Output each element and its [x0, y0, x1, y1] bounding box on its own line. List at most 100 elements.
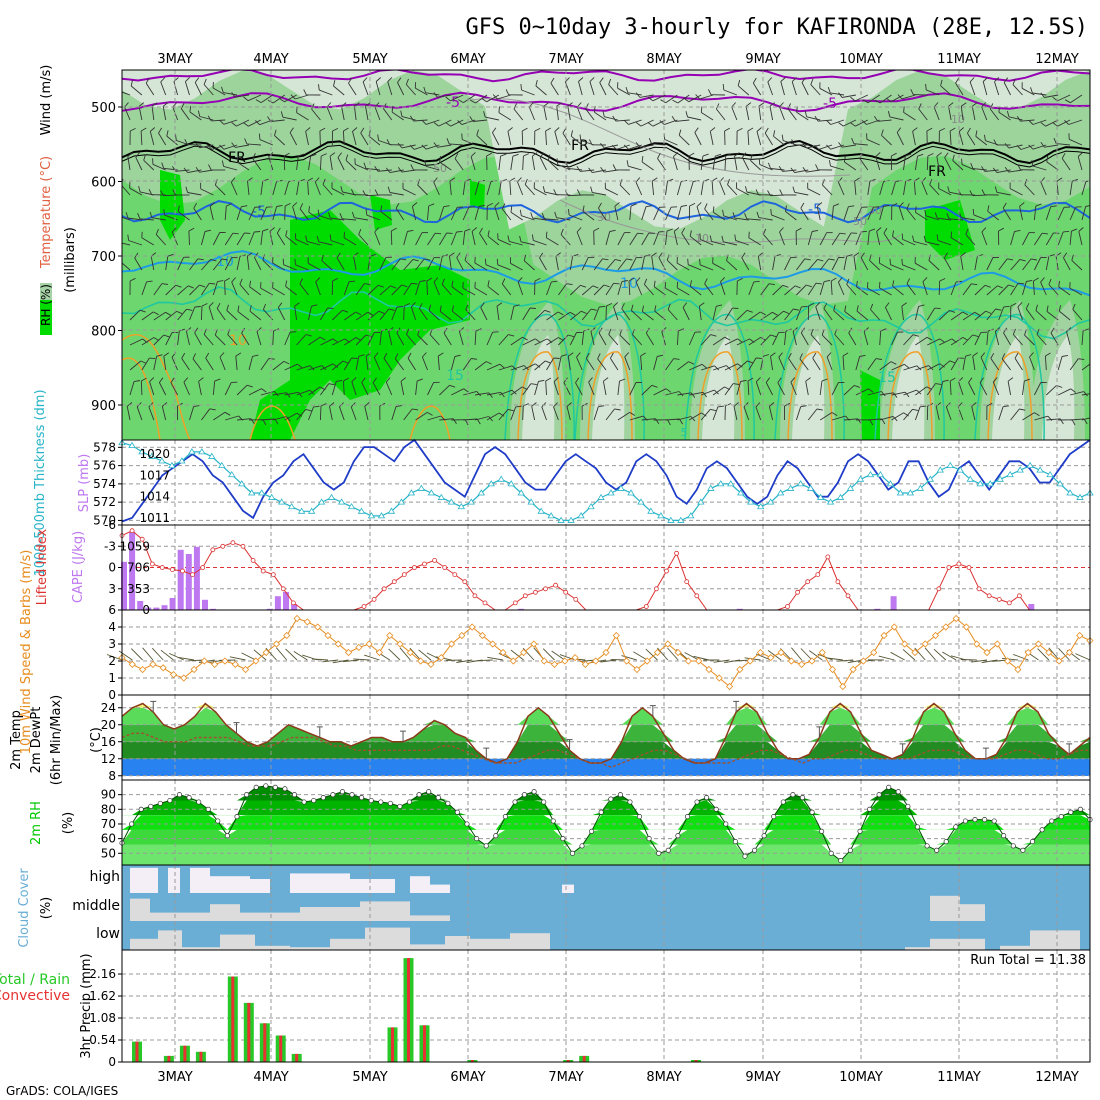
wind-speed-point	[231, 660, 239, 668]
wind-barb	[229, 656, 246, 661]
thickness-point	[607, 489, 615, 496]
rh-point	[378, 799, 384, 805]
convective-bar	[566, 1060, 570, 1062]
lifted-index-point	[190, 572, 196, 577]
lifted-index-line	[121, 530, 1090, 611]
rh-point	[176, 792, 183, 798]
wind-speed-point	[581, 660, 589, 668]
lifted-index-point	[169, 567, 175, 572]
slp-ylabel-thickness: 1000-500mb Thickness (dm)	[33, 389, 48, 576]
convective-bar	[694, 1060, 698, 1062]
thickness-point	[128, 441, 136, 448]
y-tick-label: 4	[108, 620, 116, 634]
rh-point	[359, 795, 365, 801]
y-tick-label: 572	[93, 495, 116, 509]
wind-speed-point	[509, 657, 517, 665]
rh-point	[713, 806, 719, 812]
rh-point	[924, 843, 930, 849]
wind-speed-point	[386, 631, 394, 640]
rh-point	[608, 796, 614, 802]
cloud-high-block	[130, 867, 158, 893]
lifted-index-point	[210, 547, 216, 553]
thickness-point	[756, 502, 765, 510]
wind-speed-point	[303, 618, 311, 626]
lifted-index-point	[280, 586, 286, 592]
cape-bar	[177, 549, 184, 610]
rh-point	[215, 818, 221, 824]
rh-point	[167, 797, 173, 804]
rh-ylabel-2: (%)	[61, 812, 76, 835]
thickness-point	[707, 484, 715, 491]
thickness-point	[447, 498, 456, 505]
lifted-index-point	[159, 565, 165, 570]
cloud-background	[122, 865, 1090, 950]
lifted-index-point	[956, 561, 962, 567]
top-date-label: 3MAY	[157, 52, 192, 67]
y-tick-label: 3	[108, 637, 116, 651]
thickness-point	[377, 512, 386, 519]
rh-point	[579, 843, 585, 849]
wind-barb	[826, 657, 843, 661]
rh-point	[406, 799, 413, 805]
convective-bar	[263, 1023, 267, 1062]
cloud-low-block	[905, 947, 930, 950]
wind-speed-point	[314, 623, 322, 631]
wind-speed-point	[705, 665, 713, 674]
cloud-cover-panel: high middle low Cloud Cover (%)	[17, 864, 1091, 951]
wind-barb	[933, 648, 947, 661]
cape-bar	[129, 531, 136, 610]
footer-credit: GrADS: COLA/IGES	[6, 1084, 118, 1098]
top-date-label: 11MAY	[937, 52, 981, 67]
wind-speed-point	[839, 682, 847, 691]
wind-barb	[914, 647, 926, 661]
thickness-point	[936, 466, 945, 473]
y-tick-label: 576	[93, 459, 116, 473]
thickness-point	[816, 493, 825, 500]
thickness-point	[547, 512, 555, 519]
wind-speed-point	[221, 657, 229, 665]
lifted-index-point	[129, 528, 135, 534]
wind-barb	[713, 659, 730, 663]
rh-point	[656, 850, 662, 856]
rh-point	[301, 799, 307, 805]
rh-point	[521, 792, 528, 798]
cloud-low-block	[445, 936, 470, 950]
rh-point	[320, 795, 326, 801]
rh-point	[886, 784, 892, 790]
cloud-high-block	[250, 879, 270, 893]
wind-speed-point	[756, 648, 765, 657]
thickness-point	[986, 480, 994, 487]
wind-speed-point	[623, 657, 631, 665]
thickness-point	[507, 480, 515, 487]
thickness-point	[267, 493, 276, 500]
dewpoint-line	[121, 732, 1090, 769]
wind-speed-point	[447, 640, 456, 648]
rh-point	[752, 847, 758, 853]
thickness-point	[527, 498, 535, 505]
wind-speed-point	[128, 660, 136, 668]
cape-bar	[210, 608, 217, 610]
lifted-index-point	[401, 572, 407, 577]
wind-speed-point	[602, 648, 610, 657]
wind-barb	[924, 647, 936, 661]
thickness-point	[717, 480, 725, 487]
wind-speed-point	[911, 648, 919, 657]
cloud-high-block	[562, 884, 574, 893]
run-total-label: Run Total = 11.38	[970, 953, 1086, 968]
right-axis-label: 1020	[139, 447, 170, 461]
lifted-index-point	[230, 540, 236, 546]
slp-thickness-panel: 570 572 574 576 578 1011 1014 1017 1020 1000-500m…	[33, 389, 1094, 577]
thickness-point	[746, 498, 755, 505]
lifted-index-point	[442, 565, 448, 570]
thickness-point	[427, 489, 436, 496]
y-tick-label: 0	[108, 561, 116, 575]
rh-point	[263, 783, 269, 789]
rh-point	[771, 814, 777, 820]
wind-speed-point	[777, 648, 785, 657]
thickness-point	[886, 480, 895, 487]
wind-barb	[1075, 653, 1091, 661]
contour-label: -5	[446, 95, 460, 111]
thickness-point	[148, 452, 156, 459]
thickness-point	[287, 502, 296, 510]
